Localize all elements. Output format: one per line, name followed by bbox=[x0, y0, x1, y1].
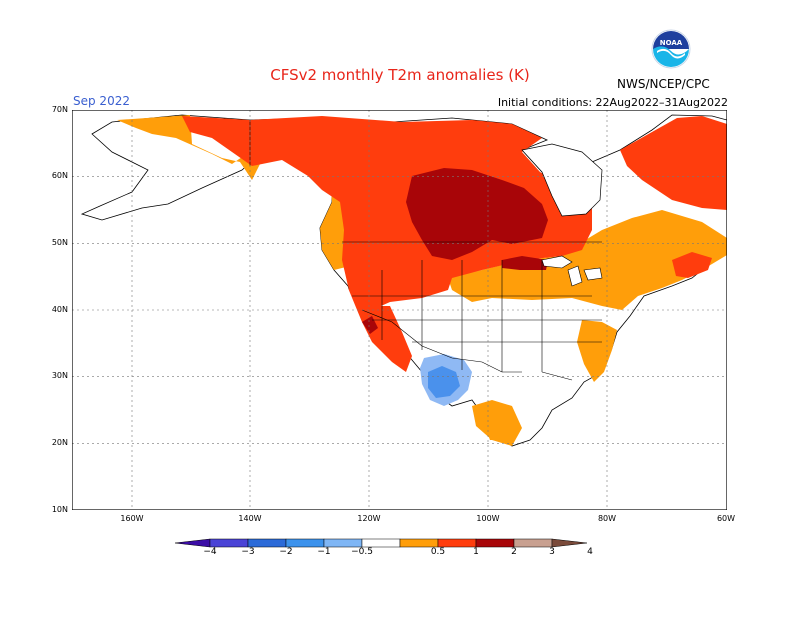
colorbar-bin bbox=[285, 538, 325, 548]
lat-label-10n: 10N bbox=[51, 505, 68, 514]
lon-label-60w: 60W bbox=[716, 514, 736, 523]
agency-label: NWS/NCEP/CPC bbox=[617, 77, 710, 91]
political-borders bbox=[249, 120, 602, 381]
noaa-logo-icon: NOAA bbox=[651, 29, 691, 69]
colorbar-bins bbox=[174, 538, 588, 548]
logo-text: NOAA bbox=[660, 39, 683, 47]
forecast-month: Sep 2022 bbox=[73, 94, 130, 108]
map-title: CFSv2 monthly T2m anomalies (K) bbox=[270, 66, 530, 84]
anomaly-layer-2-3 bbox=[362, 168, 548, 334]
colorbar-bin bbox=[513, 538, 553, 548]
colorbar-tick-label: 3 bbox=[549, 547, 555, 557]
lon-label-140w: 140W bbox=[238, 514, 262, 523]
colorbar-bin-high-arrow bbox=[551, 538, 588, 548]
colorbar-tick-label: −4 bbox=[203, 547, 217, 557]
colorbar-bin bbox=[437, 538, 477, 548]
colorbar-bin-low-arrow bbox=[174, 538, 211, 548]
colorbar-bin bbox=[399, 538, 439, 548]
lat-label-70n: 70N bbox=[51, 105, 68, 114]
lon-label-160w: 160W bbox=[120, 514, 144, 523]
initial-conditions: Initial conditions: 22Aug2022–31Aug2022 bbox=[497, 96, 728, 109]
colorbar-tick-label: 1 bbox=[473, 547, 479, 557]
lon-label-100w: 100W bbox=[476, 514, 500, 523]
colorbar-bin bbox=[323, 538, 363, 548]
lat-label-40n: 40N bbox=[51, 305, 68, 314]
colorbar-bin bbox=[475, 538, 515, 548]
anomaly-layer-1-2 bbox=[182, 116, 727, 372]
lat-label-20n: 20N bbox=[51, 438, 68, 447]
colorbar-tick-label: −3 bbox=[241, 547, 255, 557]
lat-label-30n: 30N bbox=[51, 371, 68, 380]
colorbar-tick-label: −1 bbox=[317, 547, 331, 557]
colorbar-bin bbox=[209, 538, 249, 548]
colorbar-tick-label: 2 bbox=[511, 547, 517, 557]
lat-label-50n: 50N bbox=[51, 238, 68, 247]
anomaly-map bbox=[72, 110, 727, 510]
colorbar bbox=[174, 538, 588, 548]
anomaly-layer-0.5-1 bbox=[117, 115, 727, 446]
colorbar-tick-label: −0.5 bbox=[351, 547, 373, 557]
lon-label-120w: 120W bbox=[357, 514, 381, 523]
lat-label-60n: 60N bbox=[51, 171, 68, 180]
colorbar-tick-label: 0.5 bbox=[430, 547, 446, 557]
great-lakes bbox=[541, 255, 603, 287]
lon-label-80w: 80W bbox=[597, 514, 617, 523]
colorbar-tick-label: −2 bbox=[279, 547, 293, 557]
colorbar-tick-label: 4 bbox=[587, 547, 593, 557]
colorbar-bin bbox=[247, 538, 287, 548]
hudson-bay bbox=[521, 143, 603, 217]
colorbar-bin bbox=[361, 538, 401, 548]
graticule bbox=[72, 110, 727, 510]
anomaly-layer-neg-1 bbox=[428, 366, 460, 398]
